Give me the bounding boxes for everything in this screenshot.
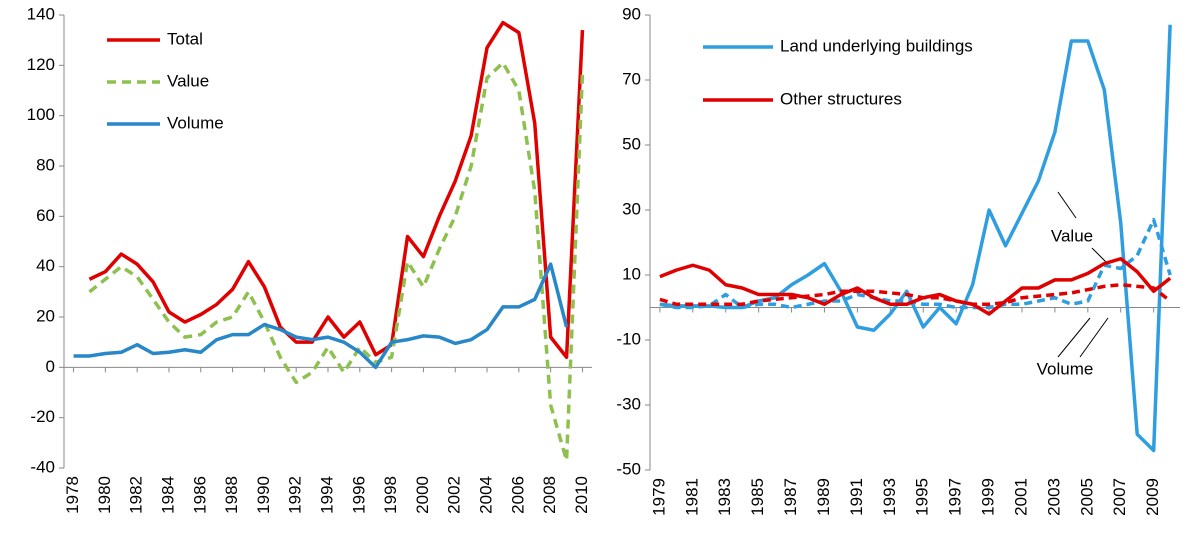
y-tick-label: 60 xyxy=(36,206,55,225)
x-tick-label: 2005 xyxy=(1077,478,1096,516)
x-tick-label: 1980 xyxy=(95,476,114,514)
x-tick-label: 1997 xyxy=(946,478,965,516)
x-tick-label: 1986 xyxy=(190,476,209,514)
x-tick-label: 2008 xyxy=(540,476,559,514)
x-tick-label: 1979 xyxy=(649,478,668,516)
x-tick-label: 2003 xyxy=(1044,478,1063,516)
x-tick-label: 2007 xyxy=(1110,478,1129,516)
x-tick-label: 1998 xyxy=(381,476,400,514)
y-tick-label: 40 xyxy=(36,256,55,275)
series-line xyxy=(659,24,1172,453)
x-tick-label: 1982 xyxy=(127,476,146,514)
x-tick-label: 2006 xyxy=(508,476,527,514)
y-tick-label: 70 xyxy=(622,69,641,88)
x-tick-label: 1987 xyxy=(781,478,800,516)
y-tick-label: 120 xyxy=(27,55,55,74)
leader-line xyxy=(1057,191,1077,219)
y-tick-label: 80 xyxy=(36,155,55,174)
x-tick-label: 1995 xyxy=(913,478,932,516)
y-tick-label: -10 xyxy=(616,329,641,348)
y-tick-label: -40 xyxy=(30,457,55,476)
x-tick-label: 1985 xyxy=(748,478,767,516)
series-line xyxy=(73,262,569,370)
series-line xyxy=(88,20,585,360)
y-tick-label: 0 xyxy=(46,357,55,376)
x-tick-label: 2009 xyxy=(1143,478,1162,516)
x-tick-label: 1994 xyxy=(317,476,336,514)
leader-line xyxy=(1079,317,1109,358)
volume-line xyxy=(659,283,1172,306)
legend-label: Volume xyxy=(167,113,224,132)
x-tick-label: 2001 xyxy=(1011,478,1030,516)
x-tick-label: 2002 xyxy=(445,476,464,514)
legend-label: Other structures xyxy=(780,89,902,108)
x-tick-label: 1991 xyxy=(847,478,866,516)
x-tick-label: 1983 xyxy=(715,478,734,516)
y-tick-label: 20 xyxy=(36,306,55,325)
y-tick-label: -30 xyxy=(616,394,641,413)
x-tick-label: 1978 xyxy=(63,476,82,514)
x-tick-label: 2010 xyxy=(572,476,591,514)
y-tick-label: 90 xyxy=(622,4,641,23)
y-tick-label: 30 xyxy=(622,199,641,218)
series-line xyxy=(659,257,1172,316)
x-tick-label: 2004 xyxy=(477,476,496,514)
x-tick-label: 2000 xyxy=(413,476,432,514)
y-tick-label: 50 xyxy=(622,134,641,153)
x-tick-label: 1990 xyxy=(254,476,273,514)
x-tick-label: 1989 xyxy=(814,478,833,516)
leader-line xyxy=(1091,247,1109,265)
y-tick-label: -20 xyxy=(30,407,55,426)
y-tick-label: -50 xyxy=(616,459,641,478)
legend-label: Land underlying buildings xyxy=(780,36,973,55)
volume-line xyxy=(659,218,1172,310)
y-tick-label: 140 xyxy=(27,4,55,23)
y-tick-label: 10 xyxy=(622,264,641,283)
x-tick-label: 1981 xyxy=(682,478,701,516)
x-tick-label: 1984 xyxy=(158,476,177,514)
x-tick-label: 1988 xyxy=(222,476,241,514)
x-tick-label: 1992 xyxy=(286,476,305,514)
series-line xyxy=(88,61,585,463)
leader-line xyxy=(1057,317,1091,358)
x-tick-label: 1999 xyxy=(979,478,998,516)
x-tick-label: 1996 xyxy=(349,476,368,514)
annotation: Value xyxy=(1051,226,1093,245)
annotation: Volume xyxy=(1037,359,1094,378)
x-tick-label: 1993 xyxy=(880,478,899,516)
legend-label: Total xyxy=(167,29,203,48)
y-tick-label: 100 xyxy=(27,105,55,124)
legend-label: Value xyxy=(167,71,209,90)
